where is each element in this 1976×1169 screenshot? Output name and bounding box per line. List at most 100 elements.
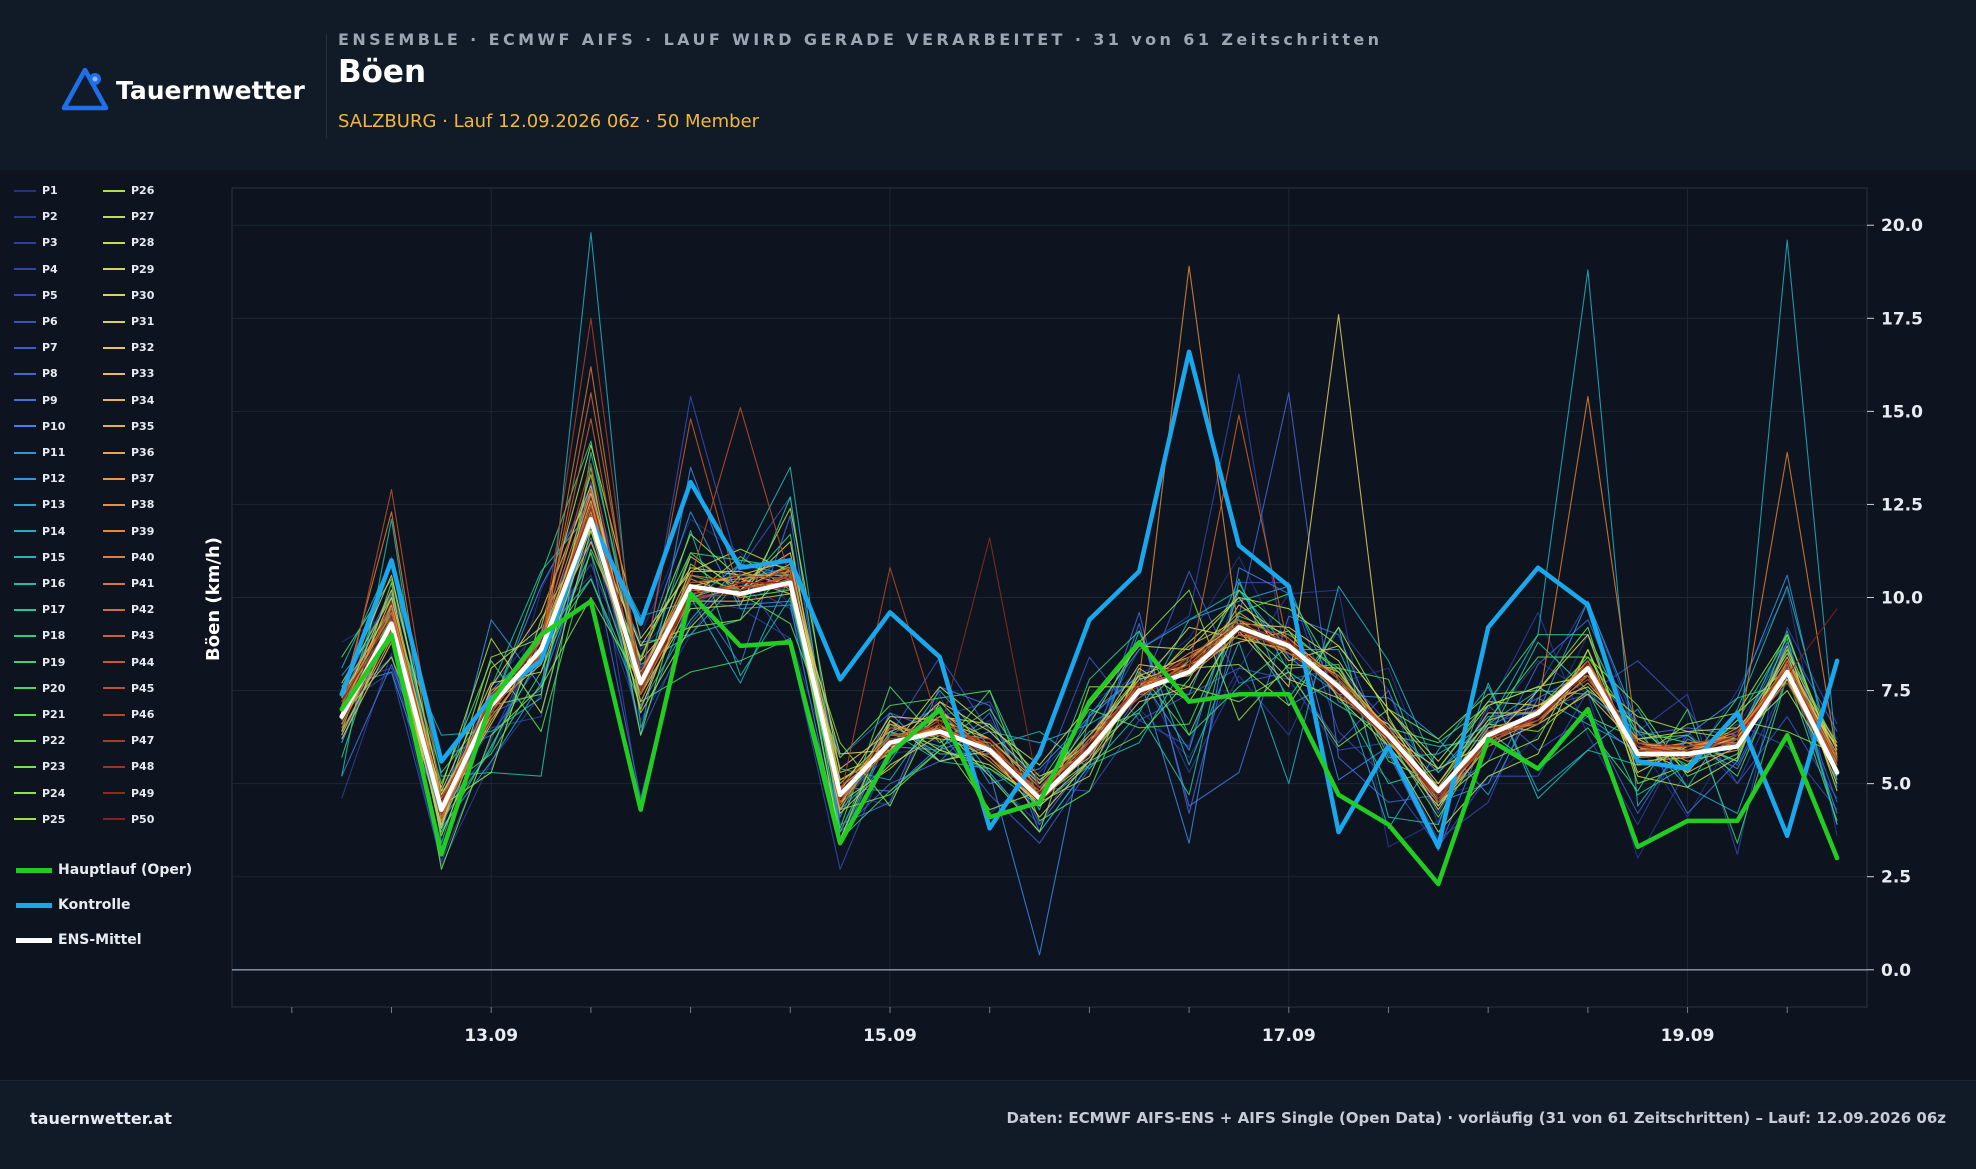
legend-label: P18 [42, 629, 66, 643]
legend-item-p32: P32 [103, 341, 154, 354]
y-tick-label: 20.0 [1881, 216, 1923, 236]
legend-item-p45: P45 [103, 682, 154, 695]
legend-item-p33: P33 [103, 367, 154, 380]
legend-label: P25 [42, 812, 66, 826]
run-status-kicker: ENSEMBLE · ECMWF AIFS · LAUF WIRD GERADE… [338, 30, 1383, 49]
legend-item-p29: P29 [103, 263, 154, 276]
footer-site-link[interactable]: tauernwetter.at [30, 1109, 172, 1128]
legend-label: P1 [42, 184, 58, 197]
legend-label: P30 [131, 288, 155, 302]
y-axis-title: Böen (km/h) [203, 537, 224, 661]
legend-item-p42: P42 [103, 603, 154, 616]
legend-item-p27: P27 [103, 210, 154, 223]
legend-swatch [103, 399, 125, 402]
y-tick-label: 2.5 [1881, 868, 1911, 888]
legend-item-ens-mittel: ENS-Mittel [16, 932, 142, 948]
legend-swatch [14, 372, 36, 375]
legend-label: Kontrolle [58, 897, 131, 913]
legend-item-p35: P35 [103, 420, 154, 433]
legend-label: P27 [131, 210, 155, 224]
legend-item-p20: P20 [14, 682, 65, 695]
legend-swatch [103, 739, 125, 742]
legend-label: P40 [131, 550, 155, 564]
legend-label: P11 [42, 446, 66, 459]
legend-label: ENS-Mittel [58, 932, 142, 948]
legend-swatch [14, 661, 36, 664]
legend-item-p3: P3 [14, 236, 58, 249]
legend-swatch [16, 902, 52, 908]
legend-swatch [14, 556, 36, 559]
legend-item-hauptlauf-oper: Hauptlauf (Oper) [16, 862, 192, 878]
location-run-subtitle: SALZBURG · Lauf 12.09.2026 06z · 50 Memb… [338, 111, 760, 132]
legend-item-p30: P30 [103, 289, 154, 302]
mountain-logo-icon [61, 67, 109, 111]
legend-item-p8: P8 [14, 367, 58, 380]
legend-swatch [14, 399, 36, 402]
legend-swatch [103, 503, 125, 506]
legend-item-p48: P48 [103, 760, 154, 773]
y-tick-label: 12.5 [1881, 495, 1923, 515]
legend-label: P26 [131, 184, 155, 197]
brand-logo[interactable]: Tauernwetter [60, 66, 305, 114]
legend-label: P19 [42, 655, 66, 669]
legend-item-p16: P16 [14, 577, 65, 590]
brand-name: Tauernwetter [116, 75, 305, 105]
legend-swatch [103, 582, 125, 585]
legend-label: P33 [131, 367, 155, 381]
legend-item-p7: P7 [14, 341, 58, 354]
y-tick-label: 10.0 [1881, 589, 1923, 609]
legend-label: P43 [131, 629, 155, 643]
legend-label: P48 [131, 760, 155, 774]
legend-item-p39: P39 [103, 525, 154, 538]
legend-item-kontrolle: Kontrolle [16, 897, 131, 913]
legend-swatch [103, 189, 125, 192]
legend-swatch [103, 687, 125, 690]
legend-swatch [14, 451, 36, 454]
legend-label: P37 [131, 472, 155, 486]
legend-label: P32 [131, 341, 155, 355]
legend-label: P35 [131, 419, 155, 433]
legend-label: P14 [42, 524, 66, 538]
legend-label: P6 [42, 315, 58, 328]
legend-item-p50: P50 [103, 813, 154, 826]
legend-swatch [103, 320, 125, 323]
legend-swatch [14, 294, 36, 297]
legend-swatch [103, 372, 125, 375]
legend-swatch [103, 451, 125, 454]
legend-label: P28 [131, 236, 155, 250]
legend-swatch [14, 818, 36, 821]
member-line-p46 [341, 515, 1838, 811]
series-line-ens-mittel [339, 517, 1840, 812]
legend-swatch [103, 608, 125, 611]
legend-label: P41 [131, 577, 155, 590]
legend-label: P4 [42, 262, 58, 276]
y-tick-label: 5.0 [1881, 775, 1911, 795]
legend-label: P49 [131, 786, 155, 800]
legend-label: P8 [42, 367, 58, 381]
legend-swatch [14, 241, 36, 244]
y-axis: 0.0 2.5 5.0 7.5 10.0 12.5 15.0 17.5 20.0 [1867, 216, 1923, 981]
legend-item-p6: P6 [14, 315, 58, 328]
legend-label: P13 [42, 498, 66, 512]
legend-swatch [14, 268, 36, 271]
legend-swatch [103, 425, 125, 428]
member-line-p44 [341, 418, 1838, 818]
legend-label: P3 [42, 236, 58, 250]
header-divider [326, 34, 327, 138]
legend-item-p9: P9 [14, 394, 58, 407]
legend-item-p47: P47 [103, 734, 154, 747]
legend-item-p2: P2 [14, 210, 58, 223]
legend-item-p49: P49 [103, 787, 154, 800]
legend-swatch [14, 582, 36, 585]
y-tick-label: 7.5 [1881, 682, 1911, 702]
legend-item-p1: P1 [14, 184, 58, 197]
legend-item-p11: P11 [14, 446, 65, 459]
legend-label: Hauptlauf (Oper) [58, 862, 193, 878]
legend-swatch [14, 739, 36, 742]
legend-label: P36 [131, 446, 155, 459]
legend-swatch [16, 937, 52, 943]
legend-item-p22: P22 [14, 734, 65, 747]
legend-swatch [14, 215, 36, 218]
legend-label: P9 [42, 393, 58, 407]
legend-swatch [14, 346, 36, 349]
